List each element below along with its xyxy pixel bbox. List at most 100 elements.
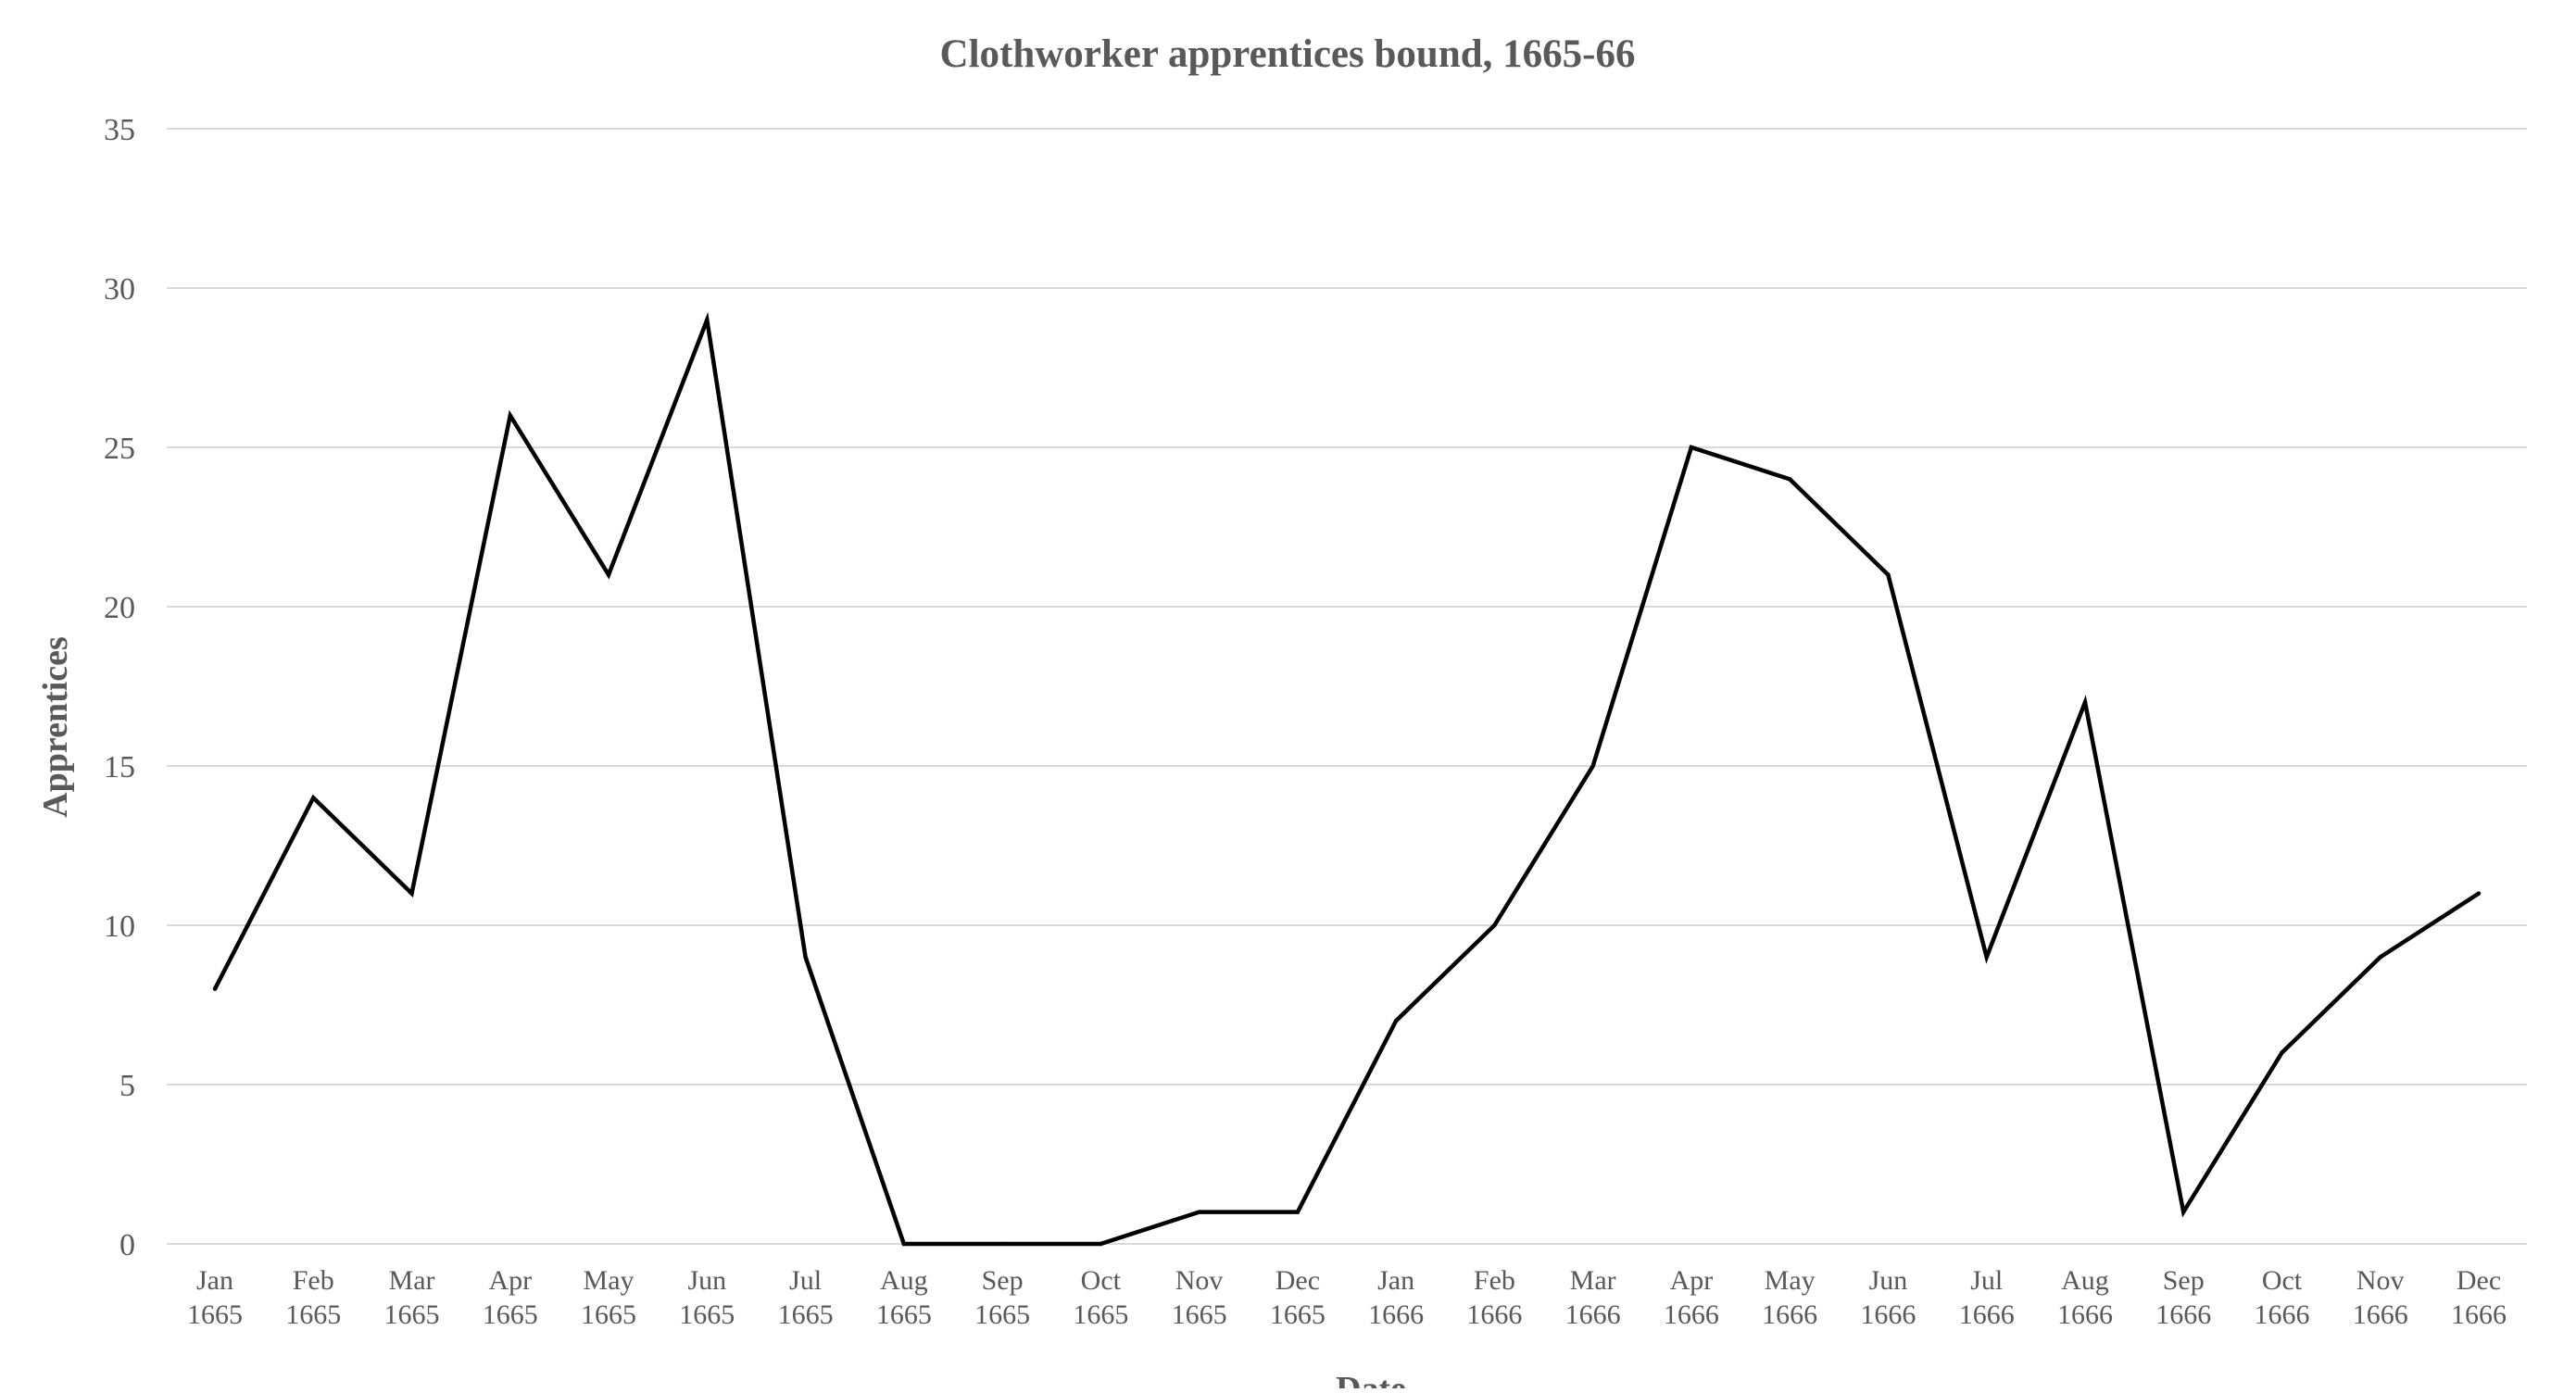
x-tick-year: 1665 [1172, 1299, 1227, 1330]
data-point [1689, 445, 1694, 450]
data-point [1393, 1019, 1399, 1023]
x-tick-month: May [584, 1265, 635, 1296]
x-tick-month: Jan [196, 1265, 233, 1296]
data-point [2082, 700, 2088, 705]
data-point [409, 891, 414, 896]
x-tick-month: Nov [1175, 1265, 1224, 1296]
x-tick-label: Dec 1665 [1270, 1265, 1326, 1330]
x-tick-year: 1666 [1959, 1299, 2015, 1330]
data-point [508, 413, 512, 418]
x-tick-label: Oct 1665 [1073, 1265, 1128, 1330]
x-tick-label: Apr 1666 [1664, 1265, 1719, 1330]
gridlines [167, 128, 2527, 1245]
y-tick-label: 35 [104, 113, 135, 147]
y-tick-label: 20 [104, 591, 135, 625]
data-point [705, 318, 710, 322]
x-tick-label: Aug 1665 [876, 1265, 932, 1330]
x-tick-label: Jun 1666 [1860, 1265, 1916, 1330]
x-tick-month: Jul [789, 1265, 822, 1296]
x-tick-year: 1666 [2155, 1299, 2211, 1330]
x-tick-month: Sep [2163, 1265, 2205, 1296]
x-tick-label: Mar 1665 [384, 1265, 440, 1330]
x-tick-month: Apr [488, 1265, 532, 1296]
x-tick-year: 1665 [974, 1299, 1030, 1330]
x-tick-month: May [1765, 1265, 1816, 1296]
y-tick-label: 10 [104, 910, 135, 944]
x-tick-year: 1666 [2353, 1299, 2408, 1330]
x-tick-label: Sep 1666 [2155, 1265, 2211, 1330]
x-tick-label: Aug 1666 [2057, 1265, 2113, 1330]
x-tick-label: Jan 1666 [1368, 1265, 1424, 1330]
x-tick-year: 1665 [384, 1299, 440, 1330]
x-tick-year: 1666 [2451, 1299, 2507, 1330]
x-tick-month: Jun [687, 1265, 726, 1296]
x-tick-label: Jun 1665 [679, 1265, 735, 1330]
chart-title: Clothworker apprentices bound, 1665-66 [940, 32, 1636, 76]
x-tick-label: Nov 1666 [2353, 1265, 2408, 1330]
x-tick-year: 1665 [581, 1299, 636, 1330]
data-point [1590, 763, 1595, 769]
data-point [1197, 1210, 1201, 1214]
x-tick-year: 1666 [1664, 1299, 1719, 1330]
x-tick-year: 1665 [483, 1299, 538, 1330]
x-tick-month: Aug [880, 1265, 928, 1296]
x-tick-year: 1666 [1860, 1299, 1916, 1330]
x-tick-label: Jan 1665 [187, 1265, 243, 1330]
data-point [606, 572, 611, 577]
x-tick-month: Feb [1474, 1265, 1515, 1296]
data-point [1984, 955, 1989, 960]
x-tick-label: Jul 1665 [778, 1265, 834, 1330]
x-tick-month: Jan [1377, 1265, 1414, 1296]
x-tick-month: Nov [2356, 1265, 2405, 1296]
y-axis-ticks: 0 5 10 15 20 25 30 35 [104, 113, 135, 1262]
x-tick-year: 1665 [876, 1299, 932, 1330]
x-tick-year: 1666 [2057, 1299, 2113, 1330]
x-tick-month: Dec [2457, 1265, 2501, 1296]
data-point [2476, 891, 2482, 896]
x-tick-month: Mar [389, 1265, 435, 1296]
x-tick-label: Jul 1666 [1959, 1265, 2015, 1330]
y-axis-label: Apprentices [36, 636, 75, 818]
data-point [999, 1241, 1005, 1247]
x-tick-year: 1666 [1466, 1299, 1522, 1330]
data-point [2280, 1050, 2284, 1055]
y-tick-label: 30 [104, 272, 135, 307]
y-tick-label: 5 [119, 1069, 135, 1103]
x-tick-label: May 1665 [581, 1265, 636, 1330]
x-tick-label: Dec 1666 [2451, 1265, 2507, 1330]
x-tick-year: 1665 [778, 1299, 834, 1330]
y-tick-label: 0 [119, 1228, 135, 1262]
data-point [2181, 1210, 2186, 1214]
x-tick-year: 1666 [2254, 1299, 2309, 1330]
x-tick-month: Oct [2262, 1265, 2303, 1296]
data-point [311, 796, 316, 800]
data-point [1492, 922, 1497, 928]
x-tick-label: Nov 1665 [1172, 1265, 1227, 1330]
y-tick-label: 25 [104, 432, 135, 466]
data-point [1886, 572, 1891, 577]
x-tick-year: 1665 [679, 1299, 735, 1330]
x-tick-year: 1666 [1368, 1299, 1424, 1330]
x-tick-year: 1665 [1270, 1299, 1326, 1330]
x-axis-label: Date [1336, 1370, 1406, 1388]
series-layer [212, 311, 2482, 1247]
x-tick-label: Sep 1665 [974, 1265, 1030, 1330]
x-tick-month: Oct [1081, 1265, 1122, 1296]
y-tick-label: 15 [104, 750, 135, 784]
data-point [2378, 955, 2382, 960]
data-point [212, 986, 218, 992]
data-point [1787, 477, 1792, 482]
x-tick-label: Apr 1665 [483, 1265, 538, 1330]
data-point [1295, 1210, 1301, 1214]
x-tick-month: Apr [1670, 1265, 1714, 1296]
x-tick-label: Oct 1666 [2254, 1265, 2309, 1330]
series-line-0 [212, 311, 2481, 1247]
x-tick-label: Mar 1666 [1565, 1265, 1621, 1330]
x-tick-label: Feb 1665 [285, 1265, 341, 1330]
x-tick-label: Feb 1666 [1466, 1265, 1522, 1330]
x-tick-year: 1665 [285, 1299, 341, 1330]
x-tick-month: Jun [1869, 1265, 1908, 1296]
